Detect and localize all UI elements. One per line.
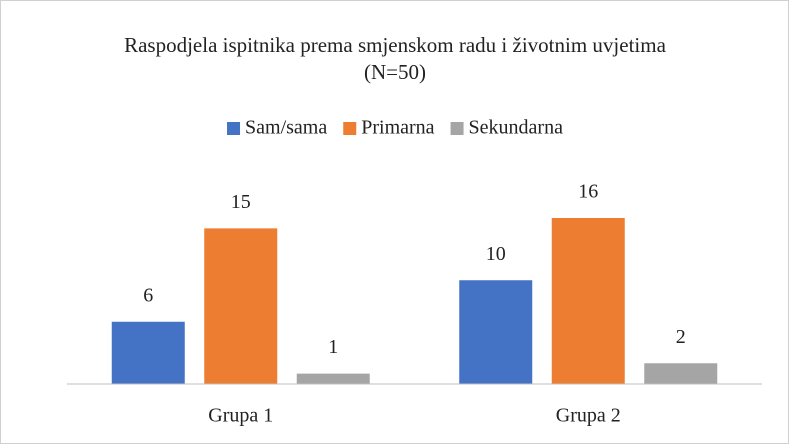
legend-label: Sekundarna xyxy=(469,117,564,139)
legend-label: Sam/sama xyxy=(245,117,327,139)
legend-label: Primarna xyxy=(361,117,434,139)
data-label: 2 xyxy=(676,326,686,348)
bar xyxy=(459,280,533,384)
bar xyxy=(204,228,278,384)
bar xyxy=(111,321,185,384)
bar xyxy=(296,373,370,384)
chart-title: Raspodjela ispitnika prema smjenskom rad… xyxy=(124,33,666,84)
bar xyxy=(644,363,718,384)
x-tick-label: Grupa 2 xyxy=(556,405,621,427)
data-label: 16 xyxy=(578,181,598,203)
data-label: 15 xyxy=(231,191,251,213)
legend-swatch xyxy=(343,122,357,135)
data-label: 6 xyxy=(143,284,153,306)
bar xyxy=(551,218,625,384)
legend-swatch xyxy=(450,122,464,135)
legend-swatch xyxy=(227,122,241,135)
x-tick-label: Grupa 1 xyxy=(208,405,273,427)
data-label: 1 xyxy=(328,336,338,358)
data-label: 10 xyxy=(486,243,506,265)
